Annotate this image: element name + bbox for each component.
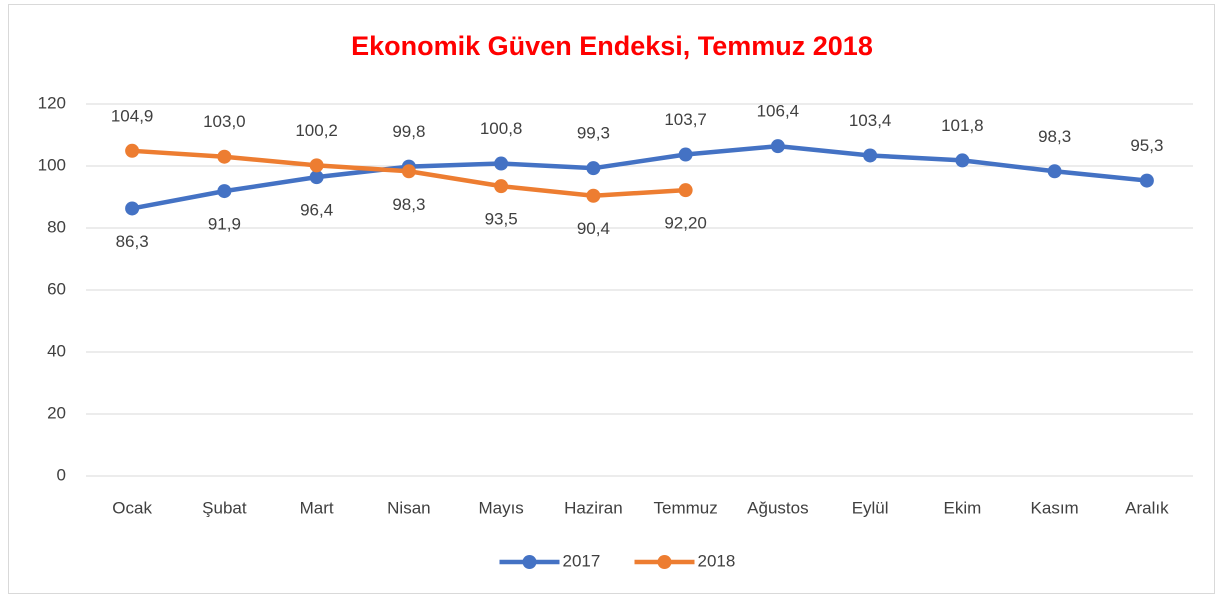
- data-label: 103,4: [849, 111, 892, 130]
- x-tick-label: Mart: [300, 498, 334, 517]
- point: [309, 158, 324, 173]
- legend-label: 2018: [698, 551, 736, 570]
- data-label: 86,3: [116, 232, 149, 251]
- y-tick-label: 100: [38, 155, 66, 174]
- y-tick-label: 80: [47, 217, 66, 236]
- x-tick-label: Mayıs: [478, 498, 523, 517]
- point: [401, 164, 416, 179]
- point: [586, 161, 601, 176]
- point: [494, 156, 509, 171]
- point: [125, 143, 140, 158]
- data-label: 98,3: [1038, 127, 1071, 146]
- data-label: 103,7: [664, 110, 707, 129]
- point: [678, 147, 693, 162]
- data-label: 104,9: [111, 106, 154, 125]
- x-tick-label: Ocak: [112, 498, 152, 517]
- data-label: 100,8: [480, 119, 523, 138]
- y-tick-label: 120: [38, 93, 66, 112]
- data-label: 106,4: [757, 102, 800, 121]
- point: [1047, 164, 1062, 179]
- data-label: 101,8: [941, 116, 984, 135]
- chart-border: [8, 4, 1215, 594]
- point: [309, 170, 324, 185]
- data-label: 95,3: [1130, 136, 1163, 155]
- x-tick-label: Şubat: [202, 498, 247, 517]
- point: [217, 184, 232, 199]
- legend-label: 2017: [563, 551, 601, 570]
- point: [586, 188, 601, 203]
- chart-title: Ekonomik Güven Endeksi, Temmuz 2018: [351, 31, 873, 61]
- point: [1139, 173, 1154, 188]
- data-label: 98,3: [392, 195, 425, 214]
- data-label: 103,0: [203, 112, 246, 131]
- x-tick-label: Ekim: [943, 498, 981, 517]
- point: [217, 149, 232, 164]
- x-tick-label: Aralık: [1125, 498, 1169, 517]
- point: [770, 139, 785, 154]
- data-label: 92,20: [664, 214, 707, 233]
- point: [125, 201, 140, 216]
- x-tick-label: Temmuz: [654, 498, 718, 517]
- data-label: 99,8: [392, 122, 425, 141]
- data-label: 96,4: [300, 201, 333, 220]
- legend-marker: [657, 555, 672, 569]
- series-line: [129, 143, 1150, 211]
- point: [863, 148, 878, 163]
- x-tick-label: Ağustos: [747, 498, 808, 517]
- y-tick-label: 60: [47, 279, 66, 298]
- y-tick-label: 40: [47, 341, 66, 360]
- x-tick-label: Kasım: [1031, 498, 1079, 517]
- data-label: 91,9: [208, 215, 241, 234]
- x-tick-label: Nisan: [387, 498, 430, 517]
- point: [494, 179, 509, 194]
- data-label: 93,5: [485, 210, 518, 229]
- x-tick-label: Haziran: [564, 498, 623, 517]
- data-label: 90,4: [577, 219, 610, 238]
- y-tick-label: 0: [57, 465, 66, 484]
- point: [678, 183, 693, 198]
- data-label: 99,3: [577, 124, 610, 143]
- y-tick-label: 20: [47, 403, 66, 422]
- point: [955, 153, 970, 168]
- x-tick-label: Eylül: [852, 498, 889, 517]
- data-label: 100,2: [295, 121, 338, 140]
- legend-marker: [522, 555, 537, 569]
